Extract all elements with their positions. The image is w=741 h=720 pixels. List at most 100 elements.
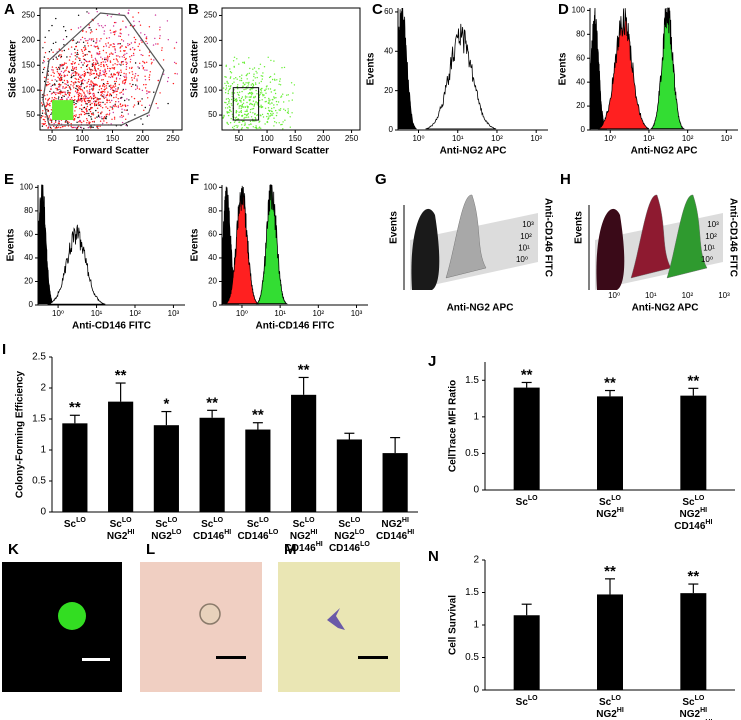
event-dot bbox=[117, 88, 119, 90]
event-dot bbox=[105, 43, 107, 45]
event-dot bbox=[269, 115, 272, 117]
event-dot bbox=[110, 88, 112, 90]
event-dot bbox=[78, 57, 80, 59]
event-dot bbox=[58, 48, 60, 50]
event-dot bbox=[70, 28, 72, 31]
event-dot bbox=[124, 105, 127, 108]
event-dot bbox=[92, 89, 94, 92]
event-dot bbox=[244, 116, 246, 119]
event-dot bbox=[51, 97, 53, 99]
event-dot bbox=[229, 87, 231, 90]
event-dot bbox=[79, 107, 81, 110]
y-tick-label: 20 bbox=[24, 277, 33, 286]
event-dot bbox=[252, 83, 255, 86]
x-tick-label: 250 bbox=[166, 134, 180, 143]
event-dot bbox=[90, 116, 92, 118]
event-dot bbox=[238, 97, 240, 99]
event-dot bbox=[253, 75, 255, 78]
event-dot bbox=[57, 92, 59, 94]
event-dot bbox=[230, 76, 232, 78]
event-dot bbox=[105, 63, 108, 66]
y-tick-label: 150 bbox=[22, 60, 36, 69]
event-dot bbox=[273, 117, 275, 119]
event-dot bbox=[82, 78, 84, 81]
event-dot bbox=[111, 53, 114, 55]
y-axis-label: Events bbox=[389, 211, 400, 244]
event-dot bbox=[119, 35, 122, 38]
event-dot bbox=[173, 47, 176, 49]
event-dot bbox=[107, 82, 109, 85]
event-dot bbox=[72, 82, 75, 84]
x-axis-label: Anti-NG2 APC bbox=[631, 146, 698, 157]
event-dot bbox=[155, 43, 157, 45]
event-dot bbox=[58, 83, 60, 85]
event-dot bbox=[73, 62, 76, 65]
label-superscript: LO bbox=[351, 517, 361, 524]
event-dot bbox=[80, 39, 82, 41]
event-dot bbox=[103, 118, 105, 120]
x-axis-label: Anti-CD146 FITC bbox=[256, 321, 335, 332]
event-dot bbox=[55, 92, 57, 94]
event-dot bbox=[235, 100, 237, 103]
event-dot bbox=[49, 105, 51, 107]
event-dot bbox=[89, 68, 91, 71]
event-dot bbox=[244, 97, 247, 99]
event-dot bbox=[51, 24, 53, 27]
event-dot bbox=[102, 122, 104, 125]
event-dot bbox=[96, 97, 98, 99]
event-dot bbox=[79, 76, 82, 79]
event-dot bbox=[55, 120, 57, 122]
event-dot bbox=[64, 121, 67, 124]
event-dot bbox=[126, 125, 128, 127]
event-dot bbox=[125, 66, 128, 68]
event-dot bbox=[120, 114, 123, 117]
label-base: CD146 bbox=[376, 531, 408, 542]
event-dot bbox=[80, 84, 82, 86]
event-dot bbox=[101, 116, 103, 118]
event-dot bbox=[108, 37, 111, 39]
event-dot bbox=[101, 107, 104, 109]
event-dot bbox=[49, 118, 52, 120]
event-dot bbox=[227, 82, 229, 85]
event-dot bbox=[109, 68, 112, 70]
event-dot bbox=[142, 66, 145, 69]
panel-letter: K bbox=[8, 541, 19, 558]
event-dot bbox=[141, 98, 143, 100]
event-dot bbox=[247, 112, 249, 115]
event-dot bbox=[47, 81, 49, 83]
event-dot bbox=[224, 101, 226, 104]
event-dot bbox=[92, 59, 94, 61]
event-dot bbox=[97, 74, 99, 77]
event-dot bbox=[162, 59, 165, 61]
event-dot bbox=[99, 69, 101, 72]
event-dot bbox=[120, 71, 123, 73]
event-dot bbox=[94, 117, 96, 119]
event-dot bbox=[229, 109, 231, 112]
event-dot bbox=[134, 75, 136, 77]
event-dot bbox=[226, 80, 228, 83]
event-dot bbox=[225, 102, 227, 104]
event-dot bbox=[63, 26, 65, 28]
event-dot bbox=[77, 97, 80, 99]
event-dot bbox=[77, 41, 79, 43]
event-dot bbox=[254, 82, 257, 84]
event-dot bbox=[47, 83, 49, 86]
label-base: Sc bbox=[516, 497, 529, 508]
event-dot bbox=[115, 90, 118, 93]
event-dot bbox=[262, 95, 264, 97]
event-dot bbox=[73, 103, 76, 106]
event-dot bbox=[72, 69, 75, 71]
event-dot bbox=[259, 92, 262, 94]
event-dot bbox=[228, 100, 230, 103]
event-dot bbox=[135, 84, 137, 86]
y-tick-label: 0.5 bbox=[32, 476, 46, 487]
event-dot bbox=[125, 124, 127, 127]
event-dot bbox=[225, 64, 227, 67]
event-dot bbox=[44, 98, 47, 100]
x-axis-label: Forward Scatter bbox=[253, 146, 329, 157]
event-dot bbox=[227, 107, 229, 109]
event-dot bbox=[56, 89, 58, 91]
x-tick-label: ScLO bbox=[599, 495, 622, 508]
event-dot bbox=[149, 91, 151, 93]
y-tick-label: 0 bbox=[213, 300, 218, 309]
